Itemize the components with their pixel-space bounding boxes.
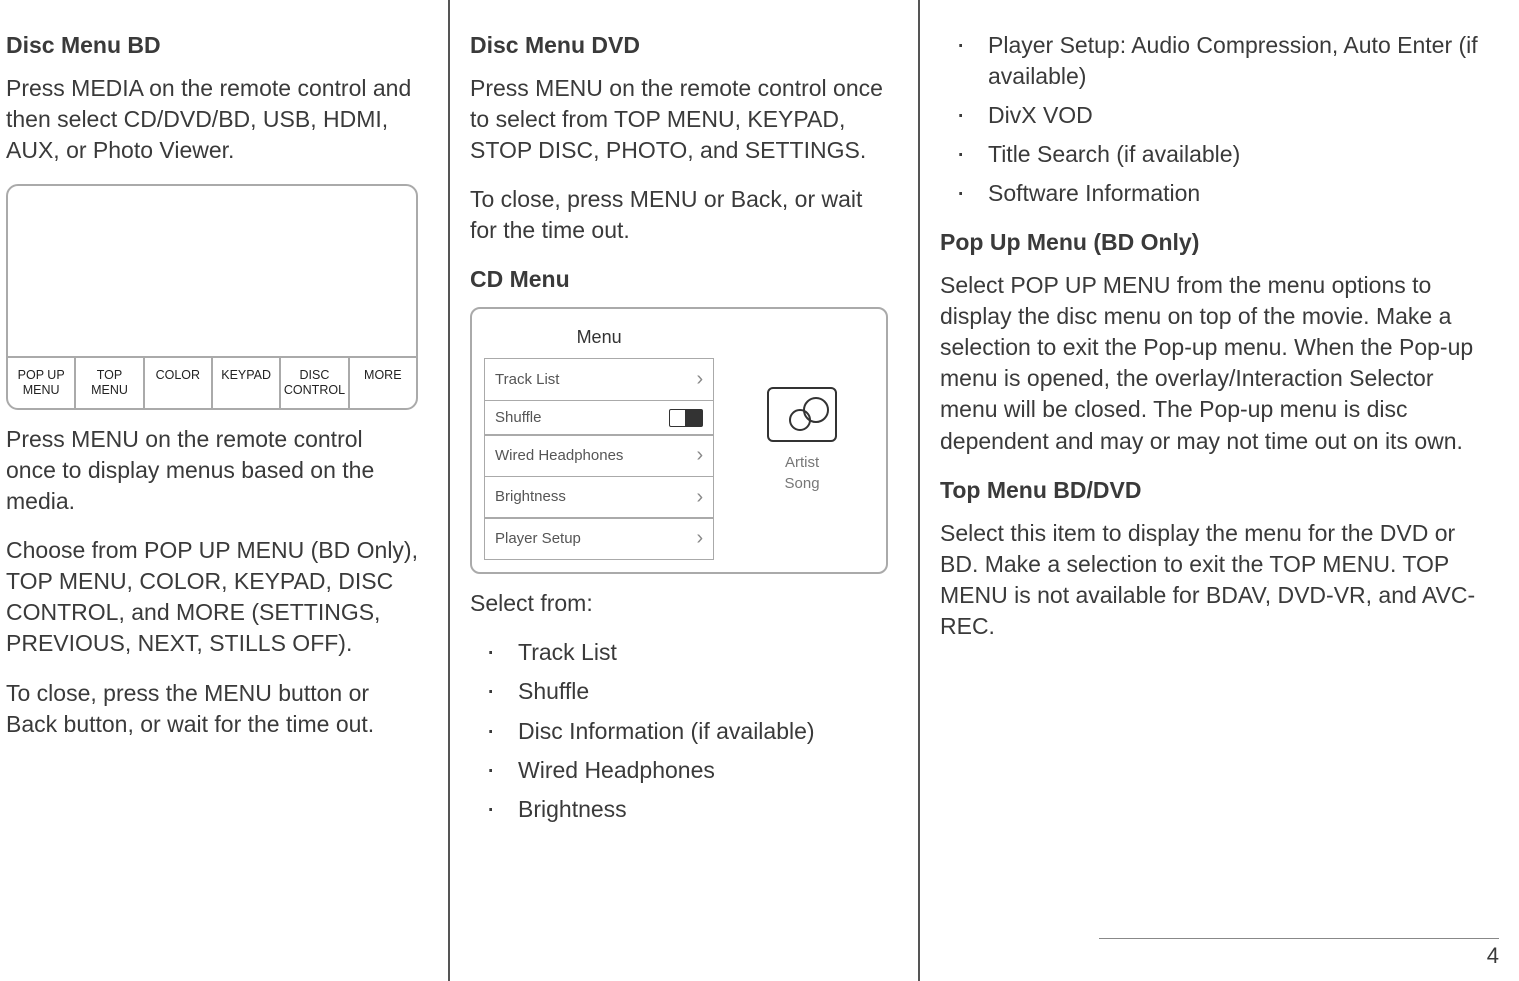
fig-cell-popup-menu: POP UPMENU — [8, 358, 76, 408]
list-item: Wired Headphones — [470, 755, 888, 786]
heading-popup-menu: Pop Up Menu (BD Only) — [940, 227, 1489, 258]
fig-item-label: Track List — [495, 370, 559, 390]
meta-song: Song — [785, 473, 820, 494]
paragraph: Press MENU on the remote control once to… — [470, 73, 888, 166]
fig-cell-color: COLOR — [145, 358, 213, 408]
paragraph: To close, press MENU or Back, or wait fo… — [470, 184, 888, 246]
figure-cd-menu-nowplaying: Artist Song — [730, 321, 874, 560]
figure-bd-menu-bar: POP UPMENU TOPMENU COLOR KEYPAD DISCCONT… — [6, 184, 418, 410]
fig-item-label: Player Setup — [495, 529, 581, 549]
fig-item-wired-headphones: Wired Headphones › — [484, 434, 714, 477]
fig-item-player-setup: Player Setup › — [484, 517, 714, 560]
fig-item-label: Wired Headphones — [495, 446, 623, 466]
figure-meta: Artist Song — [785, 452, 820, 494]
chevron-right-icon: › — [696, 366, 703, 393]
list-item: Software Information — [940, 178, 1489, 209]
bullet-list: Track List Shuffle Disc Information (if … — [470, 637, 888, 824]
paragraph: Choose from POP UP MENU (BD Only), TOP M… — [6, 535, 418, 659]
manual-page: Disc Menu BD Press MEDIA on the remote c… — [0, 0, 1519, 981]
bullet-list: Player Setup: Audio Compression, Auto En… — [940, 30, 1489, 209]
list-item: DivX VOD — [940, 100, 1489, 131]
fig-cell-disc-control: DISCCONTROL — [281, 358, 349, 408]
paragraph: Select POP UP MENU from the menu options… — [940, 270, 1489, 456]
list-item: Brightness — [470, 794, 888, 825]
chevron-right-icon: › — [696, 525, 703, 552]
list-item: Disc Information (if available) — [470, 716, 888, 747]
fig-cell-keypad: KEYPAD — [213, 358, 281, 408]
list-item: Shuffle — [470, 676, 888, 707]
chevron-right-icon: › — [696, 484, 703, 511]
fig-item-shuffle: Shuffle — [484, 400, 714, 436]
figure-cd-menu: Menu Track List › Shuffle Wired Headphon… — [470, 307, 888, 574]
heading-cd-menu: CD Menu — [470, 264, 888, 295]
fig-item-brightness: Brightness › — [484, 476, 714, 519]
paragraph: Select from: — [470, 588, 888, 619]
figure-cd-menu-list: Menu Track List › Shuffle Wired Headphon… — [484, 321, 714, 560]
heading-top-menu: Top Menu BD/DVD — [940, 475, 1489, 506]
paragraph: Press MEDIA on the remote control and th… — [6, 73, 418, 166]
figure-blank-area — [8, 186, 416, 356]
column-1: Disc Menu BD Press MEDIA on the remote c… — [0, 0, 450, 981]
paragraph: Press MENU on the remote control once to… — [6, 424, 418, 517]
column-2: Disc Menu DVD Press MENU on the remote c… — [450, 0, 920, 981]
fig-item-label: Shuffle — [495, 408, 541, 428]
paragraph: To close, press the MENU button or Back … — [6, 678, 418, 740]
list-item: Player Setup: Audio Compression, Auto En… — [940, 30, 1489, 92]
fig-item-label: Brightness — [495, 487, 566, 507]
fig-cell-top-menu: TOPMENU — [76, 358, 144, 408]
figure-cd-menu-title: Menu — [484, 321, 714, 359]
meta-artist: Artist — [785, 452, 820, 473]
paragraph: Select this item to display the menu for… — [940, 518, 1489, 642]
page-number: 4 — [1099, 938, 1499, 969]
fig-item-track-list: Track List › — [484, 358, 714, 401]
fig-cell-more: MORE — [350, 358, 416, 408]
album-art-icon — [767, 387, 837, 442]
figure-button-row: POP UPMENU TOPMENU COLOR KEYPAD DISCCONT… — [8, 356, 416, 408]
column-3: Player Setup: Audio Compression, Auto En… — [920, 0, 1519, 981]
chevron-right-icon: › — [696, 442, 703, 469]
list-item: Title Search (if available) — [940, 139, 1489, 170]
heading-disc-menu-bd: Disc Menu BD — [6, 30, 418, 61]
toggle-icon — [669, 409, 703, 427]
list-item: Track List — [470, 637, 888, 668]
heading-disc-menu-dvd: Disc Menu DVD — [470, 30, 888, 61]
